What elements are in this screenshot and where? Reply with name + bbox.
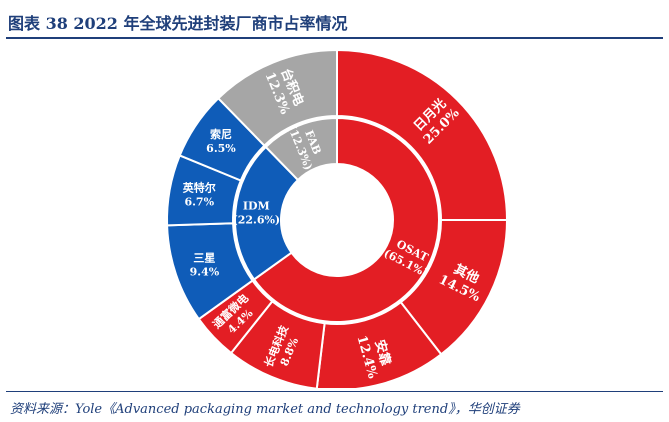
slice-label-text: (22.6%) xyxy=(232,213,280,226)
slice-label-text: 9.4% xyxy=(190,265,220,278)
slice-label-text: 安靠 xyxy=(371,338,393,367)
sunburst-chart: 日月光25.0%其他14.5%安靠12.4%长电科技8.8%通富微电4.4%三星… xyxy=(166,48,509,388)
outer-slice xyxy=(315,300,443,388)
title-divider xyxy=(6,37,663,39)
center-hole xyxy=(281,164,393,276)
slice-label-text: 三星 xyxy=(193,251,215,264)
inner-label-idm: IDM(22.6%) xyxy=(232,199,280,226)
outer-label-7: 索尼6.5% xyxy=(206,127,236,155)
slice-label-text: 英特尔 xyxy=(182,181,216,195)
slice-label-text: 6.7% xyxy=(184,196,214,209)
outer-slice xyxy=(336,48,509,221)
slice-label-text: 索尼 xyxy=(210,127,232,141)
outer-slice xyxy=(216,48,338,147)
chart-header: 图表 38 2022 年全球先进封装厂商市占率情况 xyxy=(6,6,663,39)
slice-label-text: 6.5% xyxy=(206,142,236,155)
chart-title: 图表 38 2022 年全球先进封装厂商市占率情况 xyxy=(8,14,348,33)
source-note: 资料来源：Yole《Advanced packaging market and … xyxy=(10,402,520,417)
footer-divider xyxy=(6,391,663,392)
outer-label-5: 三星9.4% xyxy=(190,251,220,278)
slice-label-text: IDM xyxy=(243,199,270,212)
